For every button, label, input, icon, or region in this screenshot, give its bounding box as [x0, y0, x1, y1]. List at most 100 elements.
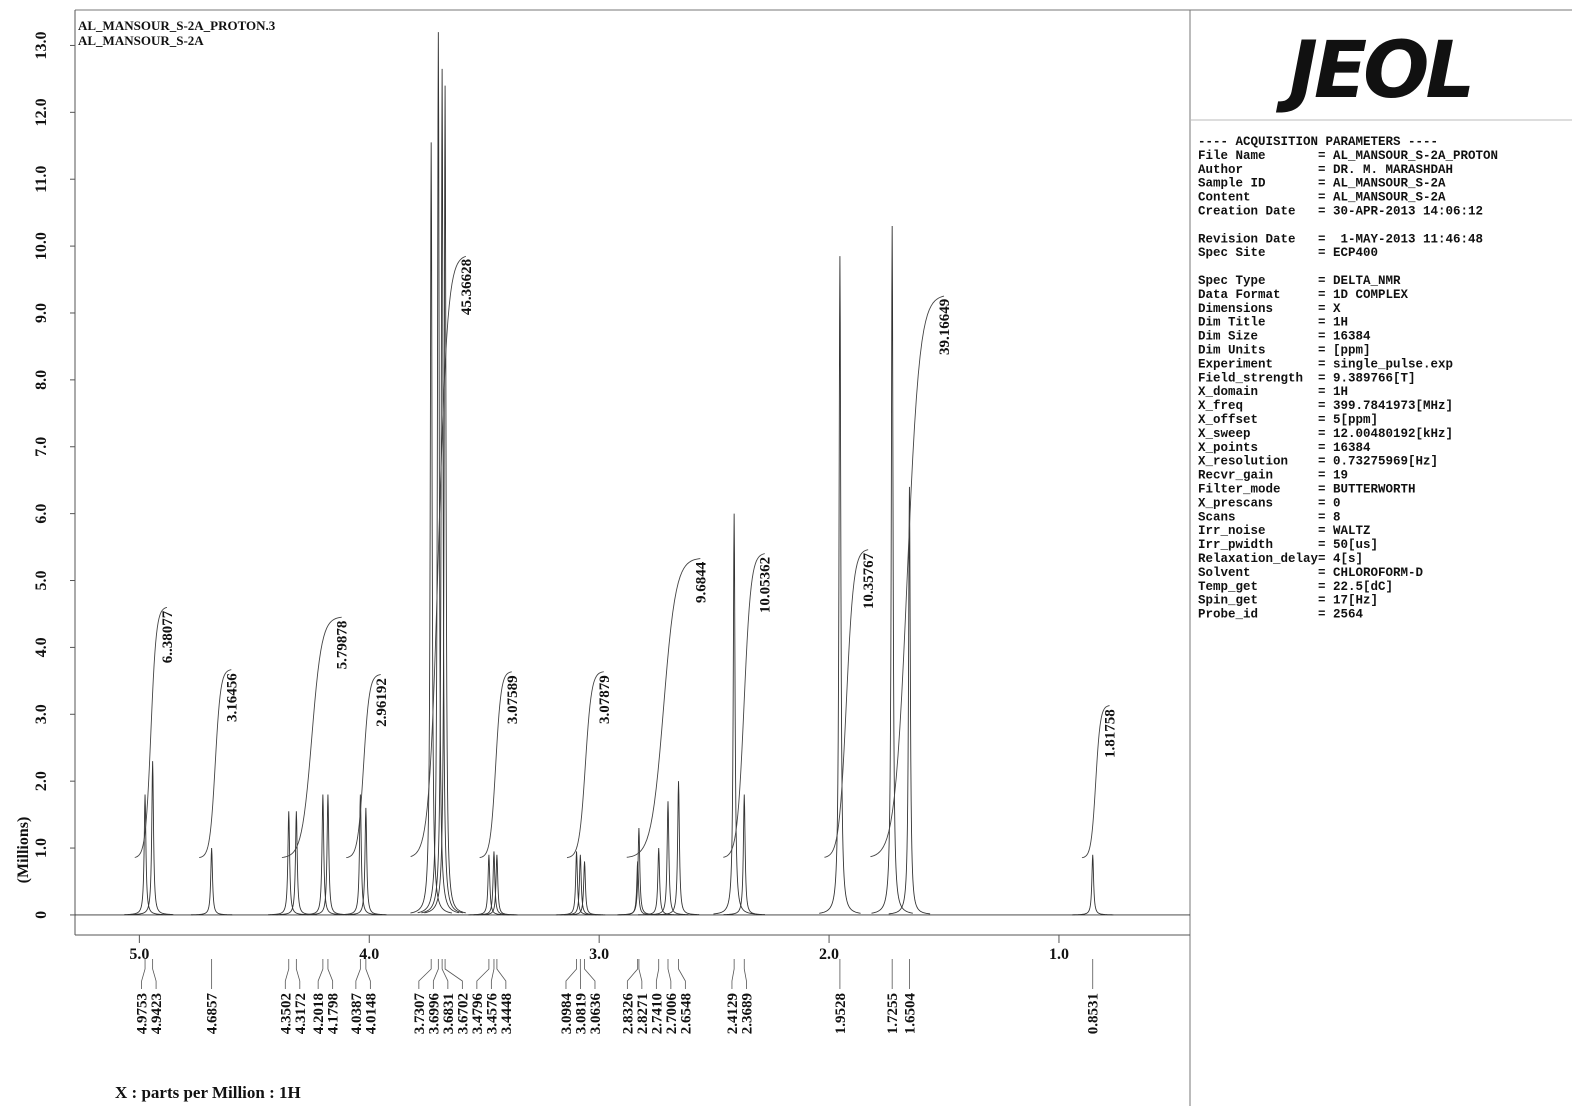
param-value: = X [1318, 302, 1341, 316]
peak-label: 4.3502 [278, 993, 294, 1034]
param-key: Sample ID [1198, 177, 1266, 191]
peak-pointer [743, 959, 747, 989]
integral-curve [723, 553, 765, 858]
y-tick-label: 0 [33, 911, 50, 919]
y-tick-label: 13.0 [33, 31, 50, 59]
param-value: = AL_MANSOUR_S-2A_PROTON [1318, 149, 1498, 163]
param-value: = BUTTERWORTH [1318, 483, 1416, 497]
peak-label: 3.4576 [484, 993, 500, 1035]
integral-label: 3.07879 [597, 675, 613, 724]
peak-pointer [655, 959, 660, 989]
x-tick-label: 5.0 [129, 946, 149, 963]
param-key: Spec Type [1198, 274, 1266, 288]
y-tick-label: 10.0 [33, 232, 50, 260]
peak-label: 4.0387 [349, 993, 365, 1035]
param-key: Irr_pwidth [1198, 538, 1273, 552]
y-tick-label: 9.0 [33, 303, 50, 323]
peak-label: 2.6548 [678, 993, 694, 1034]
integral-label: 10.35767 [861, 552, 877, 609]
peak-label: 2.3689 [739, 993, 755, 1034]
peak [124, 794, 166, 916]
param-value: = 0.73275969[Hz] [1318, 455, 1438, 469]
peak-pointer [565, 959, 577, 989]
x-tick-label: 2.0 [819, 946, 839, 963]
peak-pointer [626, 959, 639, 989]
integral-curve [1081, 705, 1110, 859]
param-value: = 22.5[dC] [1318, 580, 1393, 594]
param-value: = [ppm] [1318, 344, 1371, 358]
param-key: Scans [1198, 510, 1236, 524]
param-key: Recvr_gain [1198, 469, 1273, 483]
peak-pointer [327, 959, 334, 989]
param-value: = 399.7841973[MHz] [1318, 399, 1453, 413]
peak-label: 0.8531 [1086, 993, 1102, 1034]
param-key: Temp_get [1198, 580, 1258, 594]
peak [647, 801, 689, 916]
peak-pointer [678, 959, 686, 989]
peak-pointer [667, 959, 672, 989]
peak [559, 854, 602, 916]
peak [723, 794, 765, 916]
peak-pointer [284, 959, 290, 989]
param-value: = CHLOROFORM-D [1318, 566, 1424, 580]
integral-curve [134, 606, 168, 858]
param-key: Relaxation_delay [1198, 552, 1319, 566]
param-key: X_prescans [1198, 496, 1273, 510]
peak-pointer [355, 959, 361, 989]
peak-pointer [490, 959, 495, 989]
param-value: = 5[ppm] [1318, 413, 1378, 427]
integral-label: 39.16649 [937, 299, 953, 355]
y-tick-label: 3.0 [33, 704, 50, 724]
peak-label: 2.8271 [635, 993, 651, 1034]
param-value: = 16384 [1318, 330, 1371, 344]
param-value: = 1H [1318, 316, 1348, 330]
param-key: Experiment [1198, 357, 1273, 371]
x-tick-label: 1.0 [1049, 946, 1069, 963]
integral-curve [870, 295, 945, 858]
integral-label: 10.05362 [758, 557, 774, 613]
integral-label: 45.36628 [459, 259, 475, 315]
param-key: Dim Units [1198, 344, 1266, 358]
peak-pointer [295, 959, 301, 989]
peak-pointer [638, 959, 643, 989]
chart-title: AL_MANSOUR_S-2A_PROTON.3 [78, 18, 276, 33]
y-tick-label: 2.0 [33, 771, 50, 791]
peak [888, 486, 931, 915]
integral-label: 9.6844 [693, 561, 709, 603]
integral-curve [566, 671, 604, 859]
param-value: = 1H [1318, 385, 1348, 399]
param-value: = 19 [1318, 469, 1348, 483]
param-value: = 30-APR-2013 14:06:12 [1318, 205, 1483, 219]
peak-label: 4.1798 [326, 993, 342, 1034]
param-key: Revision Date [1198, 232, 1296, 246]
integral-curve [824, 549, 869, 858]
peak [473, 851, 515, 916]
param-value: = 50[us] [1318, 538, 1378, 552]
params-heading: ---- ACQUISITION PARAMETERS ---- [1198, 135, 1438, 149]
peak [345, 807, 387, 916]
param-key: Dim Size [1198, 330, 1258, 344]
peak-label: 1.7255 [885, 993, 901, 1034]
param-key: Spec Site [1198, 246, 1266, 260]
param-value: = 2564 [1318, 608, 1364, 622]
peak [871, 226, 913, 914]
param-value: = 1D COMPLEX [1318, 288, 1409, 302]
integral-label: 3.07589 [505, 675, 521, 724]
param-key: Filter_mode [1198, 483, 1281, 497]
peak [468, 854, 510, 916]
param-value: = DELTA_NMR [1318, 274, 1401, 288]
param-key: X_sweep [1198, 427, 1251, 441]
param-value: = 12.00480192[kHz] [1318, 427, 1453, 441]
param-value: = 8 [1318, 510, 1341, 524]
param-value: = single_pulse.exp [1318, 357, 1453, 371]
param-key: X_offset [1198, 413, 1258, 427]
param-value: = 4[s] [1318, 552, 1363, 566]
y-tick-label: 1.0 [33, 838, 50, 858]
peak [819, 256, 861, 914]
peak-label: 4.9753 [135, 993, 151, 1034]
peak-label: 3.4796 [470, 993, 486, 1035]
x-tick-label: 3.0 [589, 946, 609, 963]
peak-label: 2.7410 [649, 993, 665, 1034]
